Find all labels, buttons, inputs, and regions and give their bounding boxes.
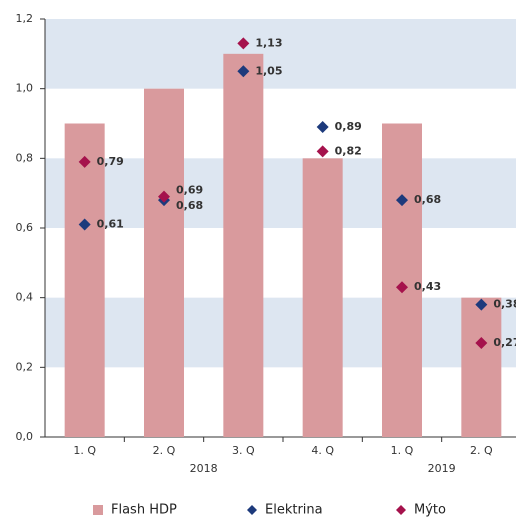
value-label: 1,05	[255, 64, 282, 77]
y-tick-label: 0,6	[16, 221, 34, 234]
x-group-label: 2019	[428, 462, 456, 475]
marker	[475, 298, 488, 311]
value-label: 1,13	[255, 36, 282, 49]
bar	[461, 297, 502, 437]
value-label: 0,82	[335, 144, 362, 157]
bar	[144, 88, 184, 438]
bar	[223, 53, 264, 437]
value-label: 0,43	[414, 280, 441, 293]
legend-swatch	[247, 505, 257, 515]
marker	[78, 218, 91, 231]
grid-band	[45, 158, 516, 228]
marker	[237, 65, 250, 78]
y-tick-label: 0,0	[16, 430, 34, 443]
marker	[475, 336, 488, 349]
x-tick-label: 3. Q	[232, 444, 255, 457]
value-label: 0,38	[493, 298, 516, 311]
marker	[316, 145, 329, 158]
grid-band	[45, 19, 516, 89]
grid-band	[45, 297, 516, 368]
x-tick-label: 2. Q	[153, 444, 176, 457]
legend-swatch	[396, 505, 406, 515]
y-tick-label: 0,4	[16, 291, 34, 304]
x-tick-label: 1. Q	[73, 444, 96, 457]
value-label: 0,27	[493, 336, 516, 349]
y-tick-label: 0,2	[16, 360, 34, 373]
value-label: 0,69	[176, 184, 203, 197]
marker	[78, 155, 91, 168]
bar	[382, 123, 422, 437]
y-tick-label: 0,8	[16, 151, 34, 164]
x-tick-label: 4. Q	[311, 444, 334, 457]
legend-label: Mýto	[414, 503, 446, 518]
bar	[302, 158, 343, 438]
x-tick-label: 2. Q	[470, 444, 493, 457]
marker	[316, 120, 329, 133]
value-label: 0,68	[414, 193, 441, 206]
value-label: 0,79	[97, 155, 124, 168]
bar	[64, 123, 105, 437]
value-label: 0,68	[176, 199, 203, 212]
x-group-label: 2018	[190, 462, 218, 475]
marker	[158, 190, 170, 203]
y-tick-label: 1,0	[16, 82, 34, 95]
legend-label: Flash HDP	[111, 503, 177, 518]
value-label: 0,61	[97, 218, 124, 231]
legend-label: Elektrina	[265, 503, 323, 518]
marker	[396, 194, 408, 207]
marker	[237, 37, 250, 50]
x-tick-label: 1. Q	[391, 444, 414, 457]
y-tick-label: 1,2	[16, 12, 34, 25]
value-label: 0,89	[335, 120, 362, 133]
legend-swatch	[93, 505, 103, 515]
marker	[396, 281, 408, 294]
